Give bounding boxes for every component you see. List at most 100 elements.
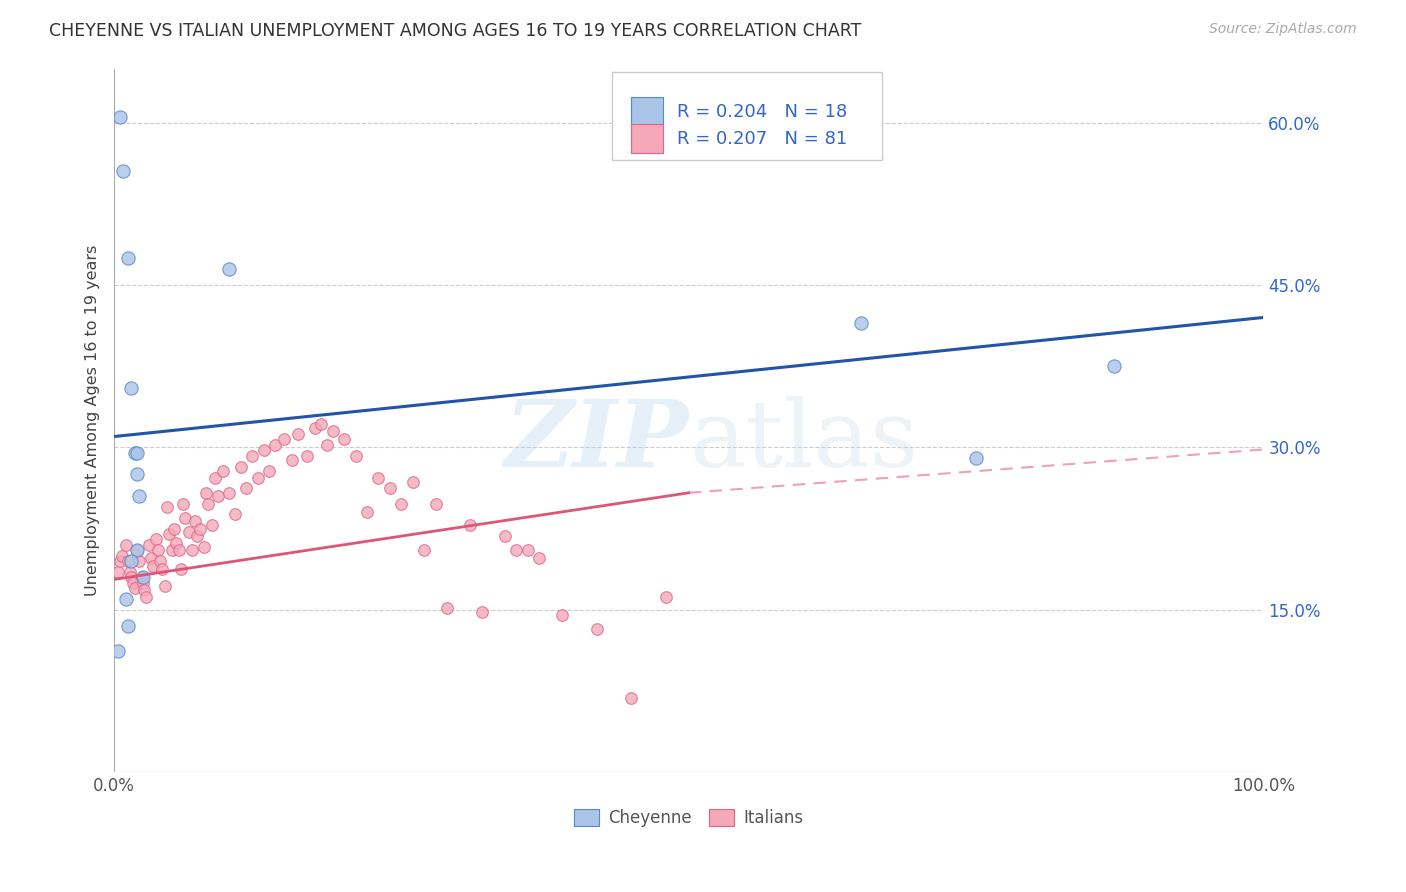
Point: [112, 164, 135, 178]
Point: [121, 575, 143, 590]
Point: [620, 691, 643, 706]
Point: [120, 570, 142, 584]
Point: [193, 540, 215, 554]
Point: [124, 581, 146, 595]
Point: [391, 497, 413, 511]
FancyBboxPatch shape: [631, 124, 664, 153]
Point: [132, 570, 155, 584]
Point: [460, 518, 482, 533]
FancyBboxPatch shape: [631, 97, 664, 127]
Point: [259, 464, 281, 478]
Point: [297, 449, 319, 463]
Point: [108, 554, 131, 568]
Point: [333, 432, 356, 446]
Point: [505, 543, 527, 558]
Point: [378, 482, 401, 496]
Point: [157, 527, 180, 541]
Point: [174, 510, 197, 524]
Text: CHEYENNE VS ITALIAN UNEMPLOYMENT AMONG AGES 16 TO 19 YEARS CORRELATION CHART: CHEYENNE VS ITALIAN UNEMPLOYMENT AMONG A…: [49, 22, 862, 40]
Point: [494, 529, 516, 543]
Point: [117, 554, 139, 568]
Y-axis label: Unemployment Among Ages 16 to 19 years: Unemployment Among Ages 16 to 19 years: [86, 244, 100, 596]
Point: [117, 619, 139, 633]
Point: [197, 497, 219, 511]
Point: [111, 549, 134, 563]
Point: [146, 543, 169, 558]
Point: [224, 508, 246, 522]
Point: [585, 622, 607, 636]
Point: [273, 432, 295, 446]
Point: [212, 464, 235, 478]
Point: [170, 561, 193, 575]
Text: ZIP: ZIP: [505, 396, 689, 486]
Point: [402, 475, 425, 489]
Point: [551, 608, 574, 623]
Point: [471, 605, 494, 619]
Point: [240, 449, 263, 463]
Point: [135, 590, 157, 604]
Point: [149, 554, 172, 568]
Point: [167, 543, 190, 558]
Point: [207, 489, 229, 503]
Text: R = 0.207   N = 81: R = 0.207 N = 81: [678, 129, 848, 148]
Point: [367, 470, 389, 484]
Point: [152, 561, 174, 575]
Point: [128, 554, 150, 568]
Point: [281, 453, 304, 467]
Point: [131, 570, 153, 584]
Point: [120, 381, 142, 395]
Point: [114, 591, 136, 606]
Point: [322, 424, 344, 438]
Point: [252, 442, 274, 457]
Point: [139, 550, 162, 565]
Point: [246, 470, 269, 484]
Point: [132, 583, 155, 598]
Text: R = 0.204   N = 18: R = 0.204 N = 18: [678, 103, 848, 121]
Point: [190, 522, 212, 536]
Point: [516, 543, 538, 558]
Point: [124, 446, 146, 460]
Point: [195, 485, 218, 500]
Point: [425, 497, 447, 511]
Point: [229, 459, 252, 474]
Text: Source: ZipAtlas.com: Source: ZipAtlas.com: [1209, 22, 1357, 37]
Point: [315, 438, 337, 452]
Point: [142, 559, 165, 574]
Text: atlas: atlas: [689, 396, 918, 486]
Point: [304, 421, 326, 435]
Point: [181, 543, 204, 558]
Point: [177, 524, 200, 539]
Point: [127, 543, 149, 558]
Point: [264, 438, 287, 452]
Point: [849, 316, 872, 330]
Point: [108, 110, 131, 124]
Point: [356, 505, 378, 519]
Point: [235, 482, 257, 496]
Point: [132, 575, 155, 590]
Point: [344, 449, 367, 463]
Point: [965, 451, 987, 466]
Point: [156, 500, 179, 514]
Point: [120, 554, 142, 568]
Point: [128, 489, 150, 503]
Point: [172, 497, 194, 511]
Point: [1102, 359, 1125, 374]
Point: [413, 543, 436, 558]
Point: [127, 467, 149, 482]
Point: [529, 550, 551, 565]
Point: [120, 565, 142, 579]
Point: [127, 446, 149, 460]
Point: [138, 538, 160, 552]
Point: [309, 417, 332, 431]
FancyBboxPatch shape: [612, 72, 882, 160]
Point: [201, 518, 224, 533]
Point: [153, 579, 176, 593]
Point: [107, 644, 129, 658]
Point: [183, 514, 205, 528]
Point: [165, 535, 187, 549]
Point: [186, 529, 208, 543]
Point: [218, 261, 240, 276]
Point: [204, 470, 226, 484]
Point: [107, 565, 129, 579]
Point: [117, 251, 139, 265]
